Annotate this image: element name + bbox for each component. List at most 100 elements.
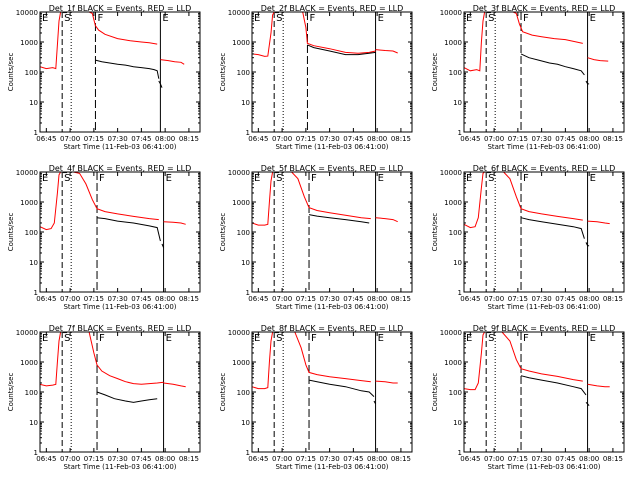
y-tick-label: 10 xyxy=(241,99,250,107)
x-tick-label: 06:45 xyxy=(460,135,480,143)
y-tick-label: 100 xyxy=(25,389,38,397)
x-tick-label: 08:15 xyxy=(391,135,411,143)
marker-label: F xyxy=(99,173,105,184)
lld-line-seg-2 xyxy=(587,383,610,388)
y-tick-label: 100 xyxy=(237,229,250,237)
y-tick-label: 1 xyxy=(458,449,462,457)
x-tick-label: 08:15 xyxy=(179,135,199,143)
y-axis-label: Counts/sec xyxy=(7,53,15,92)
x-tick-label: 07:45 xyxy=(131,135,151,143)
x-tick-label: 08:00 xyxy=(155,455,175,463)
chart-title: Det_2f BLACK = Events, RED = LLD xyxy=(261,4,404,13)
x-axis-label: Start Time (11-Feb-03 06:41:00) xyxy=(63,463,176,471)
y-tick-label: 1000 xyxy=(444,39,462,47)
y-tick-label: 10 xyxy=(453,99,462,107)
lld-line-seg-1 xyxy=(40,332,164,387)
x-tick-label: 07:30 xyxy=(108,135,128,143)
x-tick-label: 07:15 xyxy=(508,455,528,463)
x-tick-label: 07:45 xyxy=(131,295,151,303)
x-tick-label: 06:45 xyxy=(36,295,56,303)
marker-label: S xyxy=(64,333,70,344)
x-axis-label: Start Time (11-Feb-03 06:41:00) xyxy=(487,143,600,151)
plot-frame xyxy=(39,171,201,293)
x-tick-label: 08:15 xyxy=(179,295,199,303)
events-line-seg-1 xyxy=(520,375,587,396)
events-line-seg-1 xyxy=(95,59,160,79)
events-line-seg-2 xyxy=(585,402,590,407)
y-tick-label: 1 xyxy=(246,289,250,297)
marker-label: E xyxy=(378,333,384,344)
y-tick-label: 10 xyxy=(29,99,38,107)
marker-label: E xyxy=(166,173,172,184)
y-tick-label: 100 xyxy=(25,229,38,237)
events-line-seg-1 xyxy=(308,214,370,224)
lld-line-seg-2 xyxy=(587,220,610,225)
lld-line-seg-1 xyxy=(252,172,371,226)
x-tick-label: 07:00 xyxy=(484,135,504,143)
marker-label: S xyxy=(276,333,282,344)
marker-label: S xyxy=(276,13,282,24)
x-tick-label: 07:30 xyxy=(320,135,340,143)
x-tick-label: 07:45 xyxy=(343,455,363,463)
marker-label: F xyxy=(99,333,105,344)
x-tick-label: 08:00 xyxy=(155,295,175,303)
x-tick-label: 07:30 xyxy=(108,455,128,463)
marker-label: S xyxy=(276,173,282,184)
marker-label: F xyxy=(311,173,317,184)
x-tick-label: 07:30 xyxy=(532,455,552,463)
y-axis-label: Counts/sec xyxy=(219,53,227,92)
x-tick-label: 07:45 xyxy=(343,295,363,303)
events-line-seg-1 xyxy=(520,217,585,239)
marker-label: E xyxy=(42,333,48,344)
events-line-seg-1 xyxy=(308,379,375,397)
x-tick-label: 07:30 xyxy=(108,295,128,303)
y-axis-label: Counts/sec xyxy=(7,373,15,412)
marker-label: E xyxy=(42,13,48,24)
x-tick-label: 06:45 xyxy=(460,295,480,303)
marker-label: E xyxy=(590,333,596,344)
marker-label: F xyxy=(523,13,529,24)
x-tick-label: 06:45 xyxy=(460,455,480,463)
y-tick-label: 10 xyxy=(453,259,462,267)
y-tick-label: 1000 xyxy=(444,359,462,367)
chart-title: Det_8f BLACK = Events, RED = LLD xyxy=(261,324,404,333)
x-axis-label: Start Time (11-Feb-03 06:41:00) xyxy=(63,143,176,151)
chart-title: Det_1f BLACK = Events, RED = LLD xyxy=(49,4,192,13)
lld-line-seg-2 xyxy=(375,380,398,384)
y-tick-label: 10000 xyxy=(16,329,38,337)
y-tick-label: 100 xyxy=(25,69,38,77)
y-tick-label: 1000 xyxy=(20,359,38,367)
marker-label: F xyxy=(523,333,529,344)
marker-label: S xyxy=(64,13,70,24)
y-axis-label: Counts/sec xyxy=(431,373,439,412)
events-line-seg-2 xyxy=(158,80,163,88)
events-line-seg-2 xyxy=(585,80,590,85)
events-line-seg-1 xyxy=(96,217,161,242)
x-tick-label: 07:00 xyxy=(484,295,504,303)
y-tick-label: 1 xyxy=(34,289,38,297)
lld-line-seg-2 xyxy=(163,221,186,225)
x-tick-label: 08:00 xyxy=(367,455,387,463)
lld-line-seg-1 xyxy=(252,332,371,390)
events-line-seg-1 xyxy=(307,44,376,56)
x-tick-label: 07:30 xyxy=(532,295,552,303)
marker-label: E xyxy=(378,13,384,24)
lld-line-seg-2 xyxy=(587,57,609,62)
x-tick-label: 07:15 xyxy=(296,135,316,143)
marker-label: S xyxy=(488,173,494,184)
y-tick-label: 1000 xyxy=(444,199,462,207)
events-line-seg-1 xyxy=(520,53,585,76)
marker-label: F xyxy=(97,13,103,24)
y-tick-label: 10000 xyxy=(16,169,38,177)
x-tick-label: 07:00 xyxy=(272,295,292,303)
x-tick-label: 08:00 xyxy=(155,135,175,143)
chart-title: Det_5f BLACK = Events, RED = LLD xyxy=(261,164,404,173)
plot-frame xyxy=(463,331,625,453)
marker-label: F xyxy=(309,13,315,24)
events-line-seg-1 xyxy=(96,391,158,403)
